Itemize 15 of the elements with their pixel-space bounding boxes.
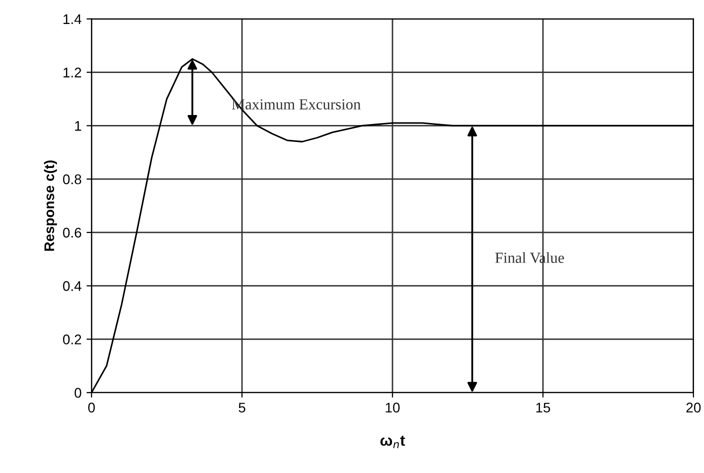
y-tick-label: 1.4 xyxy=(64,14,82,24)
x-tick-label: 10 xyxy=(386,402,400,413)
x-tick-label: 5 xyxy=(238,402,246,413)
x-axis-title: ω$_{n}$t xyxy=(380,436,405,448)
y-tick-label: 1.2 xyxy=(64,68,82,78)
y-tick-label: 0 xyxy=(74,388,82,398)
y-tick-label: 0.8 xyxy=(63,174,82,184)
y-axis-title: Response c(t) xyxy=(44,160,57,251)
y-tick-label: 0.6 xyxy=(63,228,82,238)
y-tick-label: 0.4 xyxy=(63,281,82,291)
y-tick-label: 0.2 xyxy=(63,334,82,344)
y-tick-label: 1 xyxy=(75,121,82,131)
x-tick-label: 20 xyxy=(686,402,701,413)
x-tick-label: 0 xyxy=(88,402,95,413)
x-tick-label: 15 xyxy=(536,402,550,413)
